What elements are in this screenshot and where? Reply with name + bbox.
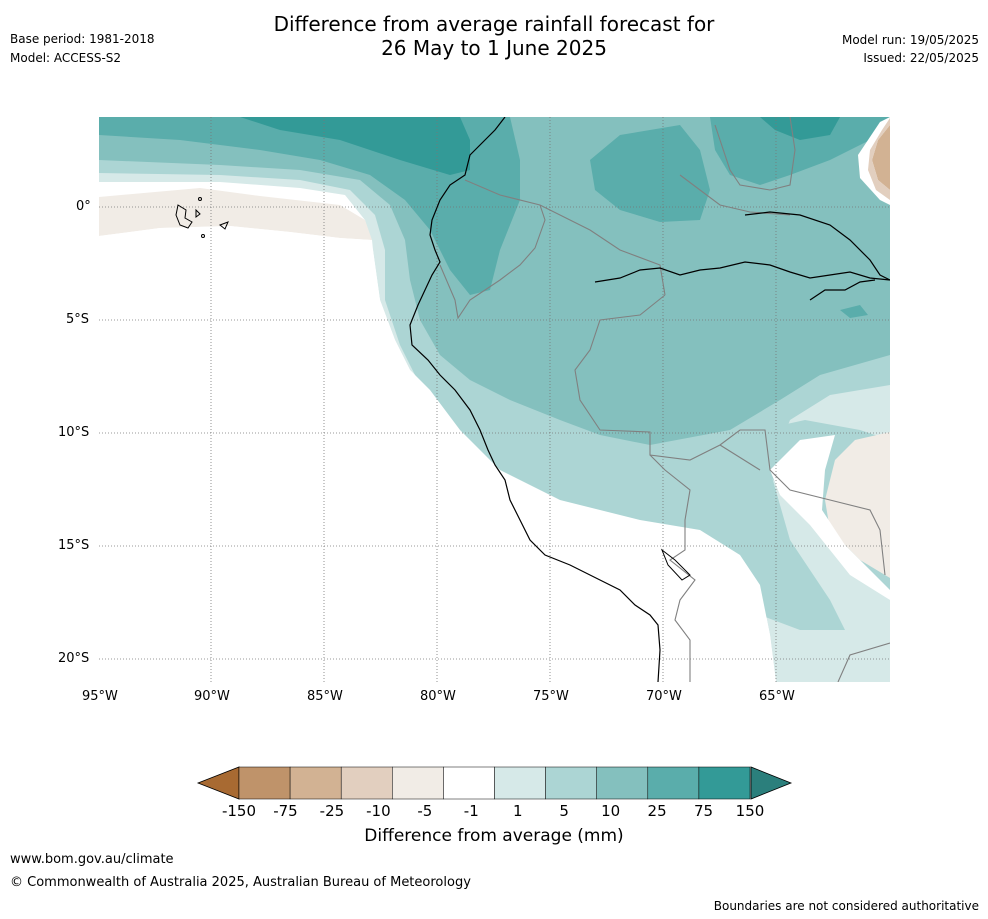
footer-url: www.bom.gov.au/climate <box>10 852 174 867</box>
model-run-label: Model run: 19/05/2025 <box>841 33 979 47</box>
page-title: Difference from average rainfall forecas… <box>0 12 988 60</box>
lon-label-80w: 80°W <box>420 689 456 704</box>
base-period-label: Base period: 1981-2018 <box>10 32 155 46</box>
anomaly-band-75-150-ne <box>760 117 840 140</box>
colorbar-swatch <box>340 766 393 800</box>
colorbar-tick-label: 5 <box>559 802 569 820</box>
title-line-1: Difference from average rainfall forecas… <box>273 12 715 36</box>
colorbar-tick-label: -75 <box>273 802 298 820</box>
anomaly-dry-patch-ne <box>872 125 890 190</box>
colorbar-swatch <box>238 766 291 800</box>
anomaly-band-25-75-north <box>590 125 710 222</box>
anomaly-white-patch-se <box>770 435 890 600</box>
lon-label-75w: 75°W <box>533 689 569 704</box>
colorbar-swatch <box>596 766 649 800</box>
anomaly-dry-band-se <box>825 432 890 578</box>
lon-label-95w: 95°W <box>82 689 118 704</box>
lat-label-5s: 5°S <box>66 312 90 327</box>
anomaly-band-25-75-ne <box>710 117 890 185</box>
anomaly-band-75-150 <box>240 117 470 175</box>
colorbar-tick-label: -25 <box>319 802 345 820</box>
colorbar-swatch <box>392 766 444 800</box>
colorbar-swatch <box>443 766 495 800</box>
colorbar-tick-label: 25 <box>647 802 667 820</box>
footer-disclaimer: Boundaries are not considered authoritat… <box>713 899 979 913</box>
colorbar-swatch <box>545 766 597 800</box>
graticule <box>99 117 890 682</box>
anomaly-white-ocean <box>99 226 776 682</box>
map-area <box>99 117 890 682</box>
colorbar-tick-label: 10 <box>601 802 621 820</box>
lon-label-90w: 90°W <box>194 689 230 704</box>
colorbar-tick-label: -5 <box>417 802 433 820</box>
colorbar-swatch <box>289 766 342 800</box>
colorbar-tick-label: -10 <box>366 802 391 820</box>
colorbar-tick-label: -150 <box>221 802 257 820</box>
lat-label-20s: 20°S <box>58 651 90 666</box>
colorbar-title: Difference from average (mm) <box>364 826 624 846</box>
lake-titicaca <box>660 548 691 581</box>
title-line-2: 26 May to 1 June 2025 <box>381 36 607 60</box>
colorbar-tick-label: 75 <box>693 802 714 820</box>
issued-label: Issued: 22/05/2025 <box>863 51 979 65</box>
colorbar-tick-label: -1 <box>463 802 479 820</box>
colorbar-swatch <box>698 766 751 800</box>
colorbar-swatch <box>647 766 700 800</box>
lon-label-85w: 85°W <box>307 689 343 704</box>
coastline <box>409 117 890 682</box>
colorbar-arrow-high <box>750 766 793 800</box>
lat-label-10s: 10°S <box>58 425 90 440</box>
lat-label-0: 0° <box>76 199 91 214</box>
anomaly-blob-25-75 <box>840 305 868 318</box>
colorbar-tick-label: 150 <box>735 802 765 820</box>
lon-label-65w: 65°W <box>759 689 795 704</box>
anomaly-dry-band-west <box>99 188 372 240</box>
country-borders <box>439 117 890 682</box>
anomaly-dry-patch-ne-inner <box>868 118 890 200</box>
colorbar-swatches <box>196 766 793 800</box>
footer-copyright: © Commonwealth of Australia 2025, Austra… <box>10 875 471 890</box>
colorbar-tick-label: 1 <box>512 802 523 820</box>
colorbar-arrow-low <box>196 766 240 800</box>
lon-label-70w: 70°W <box>646 689 682 704</box>
colorbar-swatch <box>494 766 546 800</box>
model-label: Model: ACCESS-S2 <box>10 51 122 65</box>
galapagos-islands <box>175 197 229 238</box>
lat-label-15s: 15°S <box>58 538 90 553</box>
